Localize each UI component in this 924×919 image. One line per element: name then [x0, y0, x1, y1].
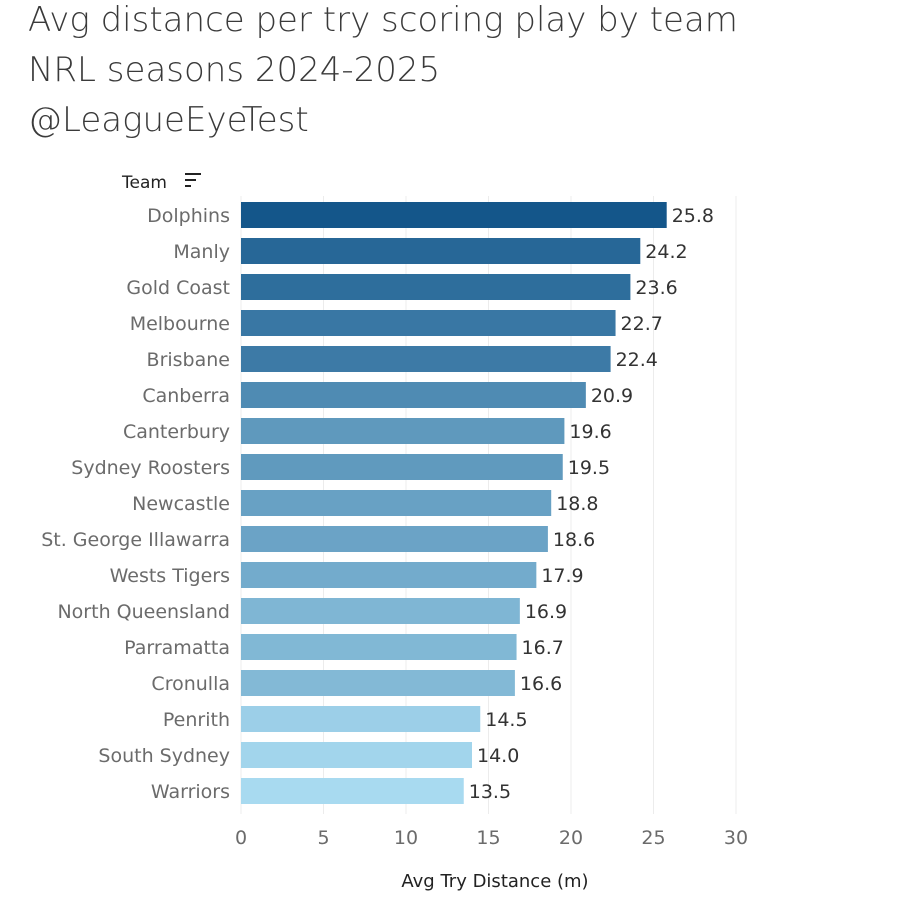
bar[interactable]: [241, 454, 563, 480]
bars: [241, 202, 667, 804]
value-label: 14.5: [485, 709, 527, 731]
team-label: Cronulla: [151, 673, 230, 695]
bar[interactable]: [241, 382, 586, 408]
value-label: 20.9: [591, 385, 633, 407]
value-label: 16.9: [525, 601, 567, 623]
bar[interactable]: [241, 238, 641, 264]
bar[interactable]: [241, 598, 520, 624]
team-label: Gold Coast: [126, 277, 230, 299]
x-tick-labels: 0 5 10 15 20 25 30: [235, 827, 748, 849]
team-label: Newcastle: [132, 493, 230, 515]
value-label: 24.2: [645, 241, 687, 263]
value-label: 14.0: [477, 745, 519, 767]
team-label: North Queensland: [57, 601, 230, 623]
bar[interactable]: [241, 202, 667, 228]
chart-title-line-2: NRL seasons 2024-2025: [28, 50, 441, 90]
bar[interactable]: [241, 562, 537, 588]
team-label: St. George Illawarra: [41, 529, 230, 551]
team-label: Canberra: [142, 385, 230, 407]
bar[interactable]: [241, 418, 565, 444]
bar[interactable]: [241, 346, 611, 372]
chart-title-line-3: @LeagueEyeTest: [28, 100, 309, 140]
x-axis-title: Avg Try Distance (m): [401, 871, 588, 892]
bar[interactable]: [241, 670, 515, 696]
value-label: 19.6: [569, 421, 611, 443]
bar[interactable]: [241, 274, 631, 300]
value-label: 19.5: [568, 457, 610, 479]
bar[interactable]: [241, 778, 464, 804]
team-column-header[interactable]: Team: [121, 173, 167, 193]
value-labels: 25.8 24.2 23.6 22.7 22.4 20.9 19.6 19.5 18.8 18.6…: [469, 205, 714, 803]
value-label: 22.4: [616, 349, 658, 371]
bar[interactable]: [241, 634, 517, 660]
bar[interactable]: [241, 742, 472, 768]
bar[interactable]: [241, 526, 548, 552]
value-label: 23.6: [635, 277, 677, 299]
bar-chart: Dolphins Manly Gold Coast Melbourne Brisbane…: [41, 173, 748, 892]
team-labels: Dolphins Manly Gold Coast Melbourne Brisbane…: [41, 205, 230, 803]
value-label: 17.9: [541, 565, 583, 587]
bar[interactable]: [241, 706, 481, 732]
sort-descending-icon[interactable]: [185, 173, 201, 187]
team-label: Sydney Roosters: [71, 457, 230, 479]
value-label: 16.7: [522, 637, 564, 659]
team-label: Canterbury: [123, 421, 230, 443]
value-label: 13.5: [469, 781, 511, 803]
team-label: Brisbane: [147, 349, 230, 371]
value-label: 18.8: [556, 493, 598, 515]
x-tick-label: 15: [476, 827, 500, 849]
team-label: Wests Tigers: [110, 565, 230, 587]
bar[interactable]: [241, 310, 616, 336]
value-label: 16.6: [520, 673, 562, 695]
bar[interactable]: [241, 490, 552, 516]
x-tick-label: 30: [724, 827, 748, 849]
x-tick-label: 0: [235, 827, 247, 849]
team-label: South Sydney: [98, 745, 230, 767]
value-label: 22.7: [621, 313, 663, 335]
x-tick-label: 25: [641, 827, 665, 849]
team-label: Melbourne: [130, 313, 230, 335]
value-label: 25.8: [672, 205, 714, 227]
value-label: 18.6: [553, 529, 595, 551]
team-label: Penrith: [163, 709, 230, 731]
team-label: Manly: [173, 241, 230, 263]
team-label: Dolphins: [147, 205, 230, 227]
x-tick-label: 5: [317, 827, 329, 849]
x-tick-label: 20: [559, 827, 583, 849]
chart-title-line-1: Avg distance per try scoring play by tea…: [28, 0, 738, 40]
x-tick-label: 10: [394, 827, 418, 849]
team-label: Parramatta: [124, 637, 230, 659]
team-label: Warriors: [151, 781, 230, 803]
